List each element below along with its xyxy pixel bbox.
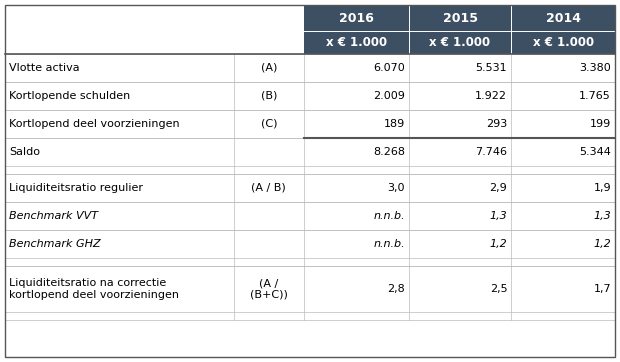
Text: Saldo: Saldo — [9, 147, 40, 157]
Bar — [409, 31, 512, 54]
Text: (A): (A) — [260, 63, 277, 73]
Text: 293: 293 — [486, 119, 507, 129]
Text: (B): (B) — [260, 91, 277, 101]
Text: x € 1.000: x € 1.000 — [430, 36, 490, 49]
Text: Kortlopende schulden: Kortlopende schulden — [9, 91, 130, 101]
Text: x € 1.000: x € 1.000 — [533, 36, 594, 49]
Text: Liquiditeitsratio na correctie
kortlopend deel voorzieningen: Liquiditeitsratio na correctie kortlopen… — [9, 278, 179, 300]
Text: (A /
(B+C)): (A / (B+C)) — [250, 278, 288, 300]
Text: 5.344: 5.344 — [579, 147, 611, 157]
Text: 1.922: 1.922 — [476, 91, 507, 101]
Text: 2,9: 2,9 — [490, 183, 507, 193]
Text: 6.070: 6.070 — [373, 63, 405, 73]
Text: 5.531: 5.531 — [476, 63, 507, 73]
Text: 2014: 2014 — [546, 12, 581, 25]
Text: 189: 189 — [384, 119, 405, 129]
Text: n.n.b.: n.n.b. — [373, 211, 405, 221]
Text: 2,5: 2,5 — [490, 284, 507, 294]
Bar — [409, 5, 512, 31]
Text: 1.765: 1.765 — [579, 91, 611, 101]
Text: 1,2: 1,2 — [490, 239, 507, 249]
Text: 2016: 2016 — [339, 12, 374, 25]
Text: 199: 199 — [590, 119, 611, 129]
Text: Benchmark GHZ: Benchmark GHZ — [9, 239, 100, 249]
Text: 8.268: 8.268 — [373, 147, 405, 157]
Bar — [512, 5, 615, 31]
Text: (A / B): (A / B) — [252, 183, 286, 193]
Text: 3,0: 3,0 — [388, 183, 405, 193]
Text: Kortlopend deel voorzieningen: Kortlopend deel voorzieningen — [9, 119, 180, 129]
Bar — [304, 5, 409, 31]
Text: 1,3: 1,3 — [490, 211, 507, 221]
Text: Liquiditeitsratio regulier: Liquiditeitsratio regulier — [9, 183, 143, 193]
Text: x € 1.000: x € 1.000 — [326, 36, 387, 49]
Text: 2015: 2015 — [443, 12, 477, 25]
Text: 1,2: 1,2 — [593, 239, 611, 249]
Text: 2,8: 2,8 — [387, 284, 405, 294]
Text: (C): (C) — [260, 119, 277, 129]
Text: 1,9: 1,9 — [593, 183, 611, 193]
Text: Vlotte activa: Vlotte activa — [9, 63, 79, 73]
Text: 1,3: 1,3 — [593, 211, 611, 221]
Text: 2.009: 2.009 — [373, 91, 405, 101]
Text: n.n.b.: n.n.b. — [373, 239, 405, 249]
Text: 1,7: 1,7 — [593, 284, 611, 294]
Text: 7.746: 7.746 — [476, 147, 507, 157]
Text: Benchmark VVT: Benchmark VVT — [9, 211, 98, 221]
Bar — [304, 31, 409, 54]
Text: 3.380: 3.380 — [579, 63, 611, 73]
Bar — [512, 31, 615, 54]
